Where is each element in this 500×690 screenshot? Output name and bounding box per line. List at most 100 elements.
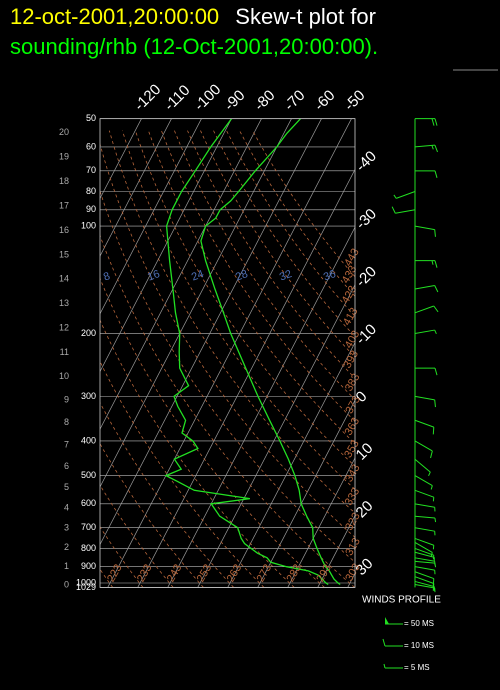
- barb-feather: [434, 399, 436, 408]
- barb-half-feather: [383, 663, 386, 669]
- height-tick-label: 19: [59, 152, 69, 162]
- pressure-tick-label: 1029: [76, 582, 96, 592]
- isotherm: [100, 118, 262, 430]
- dry-adiabat: [100, 484, 174, 588]
- profile-line: [200, 118, 341, 586]
- barb-half-feather: [431, 260, 434, 265]
- height-tick-label: 11: [60, 347, 69, 357]
- barb-shaft: [414, 560, 435, 564]
- height-tick-label: 2: [64, 542, 69, 552]
- height-tick-label: 18: [59, 176, 69, 186]
- height-tick-label: 15: [59, 249, 69, 259]
- pressure-tick-label: 200: [81, 328, 96, 338]
- wind-barb: [414, 489, 435, 502]
- barb-half-feather: [434, 329, 437, 335]
- barb-shaft: [414, 551, 435, 558]
- wind-barb: [414, 571, 435, 586]
- pressure-tick-label: 500: [81, 470, 96, 480]
- dry-adiabat: [122, 130, 355, 490]
- height-tick-label: 16: [59, 225, 69, 235]
- chart-subtitle: sounding/rhb (12-Oct-2001,20:00:00).: [10, 34, 378, 59]
- barb-shaft: [414, 284, 435, 290]
- wind-barb: [415, 260, 438, 268]
- height-tick-label: 12: [59, 323, 69, 333]
- wind-barb: [385, 617, 403, 625]
- pressure-tick-label: 70: [86, 165, 96, 175]
- dry-adiabat: [135, 130, 355, 467]
- isotherm: [100, 118, 142, 200]
- barb-shaft: [414, 305, 434, 314]
- isotherm: [100, 118, 292, 488]
- dry-adiabat: [200, 130, 355, 358]
- wind-legend-label: = 50 MS: [404, 619, 434, 628]
- wind-barb: [414, 551, 435, 562]
- wind-barb: [383, 663, 403, 669]
- barb-feather: [434, 170, 438, 178]
- barb-feather: [434, 285, 439, 293]
- barb-shaft: [414, 566, 435, 571]
- wind-barb: [414, 475, 433, 490]
- height-tick-label: 4: [64, 502, 69, 512]
- mixing-ratio-label: 36: [322, 268, 338, 283]
- wind-barb: [414, 527, 436, 536]
- barb-feather: [434, 144, 438, 153]
- pressure-tick-label: 300: [81, 391, 96, 401]
- wind-legend-title: WINDS PROFILE: [362, 595, 441, 606]
- pressure-tick-label: 1000: [76, 577, 96, 587]
- barb-half-feather: [428, 471, 431, 477]
- wind-barb: [415, 170, 438, 178]
- barb-shaft: [414, 537, 434, 546]
- barb-shaft: [414, 557, 435, 562]
- wind-legend-label: = 10 MS: [404, 641, 434, 650]
- barb-shaft: [396, 191, 416, 199]
- wind-barb: [393, 191, 416, 199]
- wind-barb: [414, 580, 435, 591]
- wind-barb: [414, 419, 435, 435]
- barb-shaft: [414, 440, 433, 452]
- barb-feather: [434, 229, 436, 237]
- barb-shaft: [414, 225, 435, 231]
- title-date: 12-oct-2001,20:00:00: [10, 4, 219, 29]
- mixing-ratio-label: 32: [278, 268, 294, 283]
- isotherm: [137, 168, 355, 588]
- barb-pennant: [385, 617, 389, 624]
- barb-half-feather: [393, 194, 397, 199]
- barb-feather: [430, 450, 433, 459]
- isotherm: [167, 226, 355, 588]
- dry-adiabat: [100, 360, 265, 588]
- pressure-tick-label: 700: [81, 522, 96, 532]
- height-tick-label: 6: [64, 461, 69, 471]
- pressure-tick-label: 60: [86, 141, 96, 151]
- height-tick-label: 8: [64, 417, 69, 427]
- wind-barb: [414, 144, 438, 153]
- isotherm: [197, 284, 355, 588]
- dry-adiabat: [100, 189, 355, 563]
- height-tick-label: 17: [59, 200, 69, 210]
- wind-barb: [414, 458, 431, 477]
- wind-barb: [414, 440, 433, 459]
- barb-shaft: [395, 209, 416, 214]
- isotherm: [100, 118, 232, 373]
- barb-feather: [432, 578, 435, 586]
- mixing-ratio-label: 16: [146, 268, 162, 283]
- wind-barb: [414, 329, 437, 335]
- isotherm: [100, 118, 172, 257]
- barb-shaft: [414, 475, 433, 486]
- wind-barb: [414, 305, 439, 314]
- barb-shaft: [414, 547, 434, 556]
- barb-feather: [433, 305, 439, 313]
- mixing-ratio-label: 8: [102, 270, 112, 283]
- pressure-tick-label: 80: [86, 186, 96, 196]
- barb-half-feather: [430, 485, 433, 490]
- barb-shaft: [414, 419, 434, 428]
- isotherm: [227, 341, 355, 588]
- pressure-tick-label: 90: [86, 204, 96, 214]
- plot-frame: [99, 118, 356, 588]
- plot-area: [100, 118, 355, 588]
- height-tick-label: 14: [59, 274, 69, 284]
- barb-half-feather: [431, 145, 434, 150]
- height-tick-label: 3: [64, 522, 69, 532]
- wind-barb: [414, 503, 436, 512]
- pressure-tick-label: 400: [81, 435, 96, 445]
- wind-barb: [414, 557, 436, 566]
